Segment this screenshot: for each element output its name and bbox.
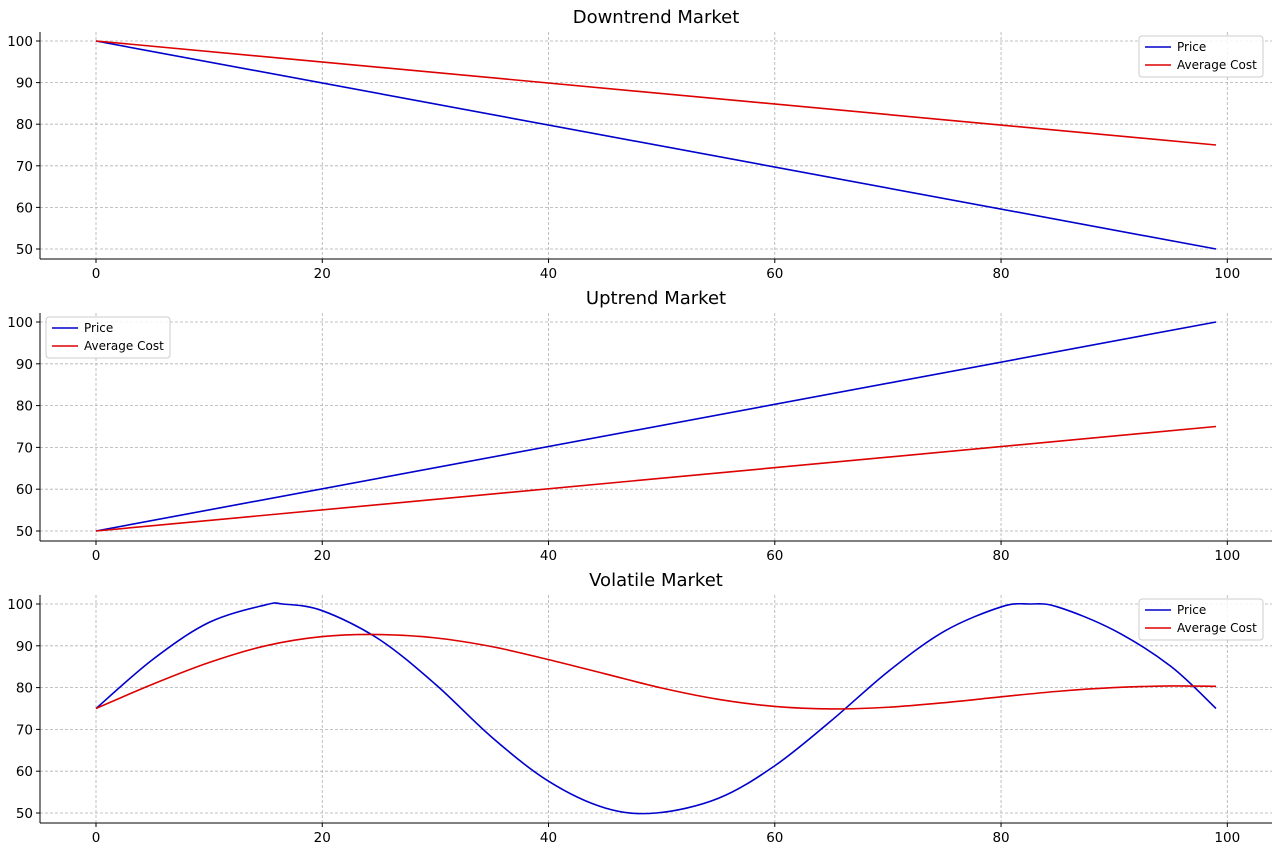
series-line-average-cost	[95, 40, 1217, 146]
y-tick-label: 100	[7, 597, 33, 613]
x-tick-label: 40	[540, 830, 557, 846]
y-tick-label: 100	[7, 34, 33, 50]
x-tick-label: 60	[766, 266, 783, 282]
y-tick-label: 50	[16, 524, 33, 540]
series-line-price	[95, 321, 1217, 532]
x-tick-label: 80	[992, 548, 1009, 564]
series-line-average-cost	[95, 425, 1217, 532]
y-tick-label: 60	[16, 764, 33, 780]
chart-panel-1: Downtrend Market 0 20 40 60 80 100 50 60 70 80 90 10…	[7, 7, 1272, 282]
y-tick-label: 90	[16, 639, 33, 655]
x-tick-label: 20	[314, 830, 331, 846]
legend-label: Price	[84, 321, 113, 335]
x-tick-label: 20	[314, 548, 331, 564]
y-tick-label: 90	[16, 76, 33, 92]
legend: Price Average Cost	[45, 316, 171, 359]
legend: Price Average Cost	[1138, 598, 1264, 641]
y-tick-label: 70	[16, 159, 33, 175]
y-tick-label: 100	[7, 315, 33, 331]
x-tick-label: 0	[92, 548, 101, 564]
series-line-price	[95, 40, 1217, 250]
x-tick-label: 80	[992, 266, 1009, 282]
legend-label: Average Cost	[1177, 621, 1257, 635]
x-tick-label: 0	[92, 830, 101, 846]
legend-label: Average Cost	[84, 339, 164, 353]
x-tick-label: 80	[992, 830, 1009, 846]
y-tick-label: 70	[16, 722, 33, 738]
chart-panel-3: Volatile Market 0 20 40 60 80 100 50 60 70 80 90 100…	[7, 570, 1272, 846]
y-tick-label: 80	[16, 681, 33, 697]
x-tick-label: 40	[540, 266, 557, 282]
x-tick-label: 40	[540, 548, 557, 564]
legend-label: Price	[1177, 603, 1206, 617]
y-tick-label: 80	[16, 117, 33, 133]
series-line-average-cost	[95, 633, 1217, 710]
y-tick-label: 60	[16, 200, 33, 216]
y-tick-label: 60	[16, 482, 33, 498]
x-tick-label: 100	[1214, 830, 1240, 846]
series-line-price	[95, 602, 1217, 815]
legend: Price Average Cost	[1138, 35, 1264, 78]
y-tick-label: 80	[16, 399, 33, 415]
legend-label: Price	[1177, 40, 1206, 54]
chart-title: Downtrend Market	[573, 7, 740, 28]
x-tick-label: 0	[92, 266, 101, 282]
x-tick-label: 100	[1214, 266, 1240, 282]
chart-panel-2: Uptrend Market 0 20 40 60 80 100 50 60 70 80 90 100 P…	[7, 288, 1272, 564]
x-tick-label: 100	[1214, 548, 1240, 564]
y-tick-label: 70	[16, 440, 33, 456]
y-tick-label: 50	[16, 806, 33, 822]
x-tick-label: 20	[314, 266, 331, 282]
chart-title: Uptrend Market	[586, 288, 726, 309]
y-tick-label: 90	[16, 357, 33, 373]
legend-label: Average Cost	[1177, 58, 1257, 72]
y-tick-label: 50	[16, 242, 33, 258]
chart-title: Volatile Market	[589, 570, 723, 591]
x-tick-label: 60	[766, 830, 783, 846]
x-tick-label: 60	[766, 548, 783, 564]
